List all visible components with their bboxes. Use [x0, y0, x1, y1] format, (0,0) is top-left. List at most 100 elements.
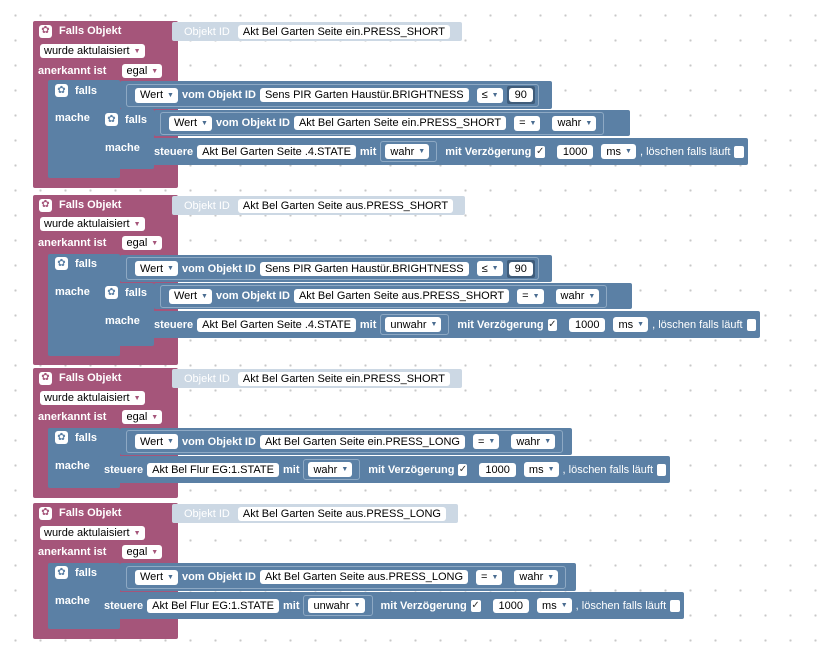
- condition-block[interactable]: Wert ▼ vom Objekt ID Sens PIR Garten Haus…: [120, 81, 552, 109]
- gear-icon[interactable]: ✿: [39, 506, 52, 520]
- gear-icon[interactable]: ✿: [39, 371, 52, 385]
- unit-dropdown[interactable]: ms ▼: [537, 598, 572, 613]
- trigger-dropdown[interactable]: wurde aktulaisiert ▼: [40, 44, 145, 58]
- clear-checkbox[interactable]: [670, 599, 680, 612]
- gear-icon[interactable]: ✿: [39, 198, 52, 212]
- ack-dropdown[interactable]: egal ▼: [122, 545, 163, 559]
- gear-icon[interactable]: ✿: [55, 84, 68, 97]
- object-id-value[interactable]: Akt Bel Garten Seite .4.STATE: [197, 317, 356, 332]
- number-block[interactable]: 90: [506, 259, 535, 278]
- bool-block[interactable]: wahr ▼: [380, 141, 438, 162]
- object-id-block[interactable]: Objekt ID Akt Bel Garten Seite aus.PRESS…: [172, 196, 465, 215]
- unit-dropdown[interactable]: ms ▼: [613, 317, 649, 332]
- trigger-dropdown[interactable]: wurde aktulaisiert ▼: [40, 391, 145, 405]
- bool-block[interactable]: unwahr ▼: [380, 314, 450, 335]
- number-value[interactable]: 90: [508, 261, 533, 276]
- compare-block[interactable]: Wert ▼ vom Objekt ID Akt Bel Garten Seite…: [126, 565, 567, 589]
- value-dropdown[interactable]: Wert ▼: [169, 115, 212, 131]
- object-id-value[interactable]: Akt Bel Garten Seite ein.PRESS_SHORT: [237, 24, 451, 39]
- control-block[interactable]: steuere Akt Bel Flur EG:1.STATE mit unwa…: [98, 592, 684, 619]
- if-label-row: ✿ falls: [55, 565, 97, 580]
- delay-input[interactable]: 1000: [556, 144, 594, 159]
- compare-block[interactable]: Wert ▼ vom Objekt ID Sens PIR Garten Haus…: [126, 257, 539, 280]
- gear-icon[interactable]: ✿: [105, 113, 118, 126]
- value-dropdown[interactable]: Wert ▼: [169, 288, 212, 304]
- compare-block[interactable]: Wert ▼ vom Objekt ID Akt Bel Garten Seite…: [160, 111, 605, 135]
- compare-block[interactable]: Wert ▼ vom Objekt ID Sens PIR Garten Haus…: [126, 83, 539, 107]
- delay-input[interactable]: 1000: [479, 462, 516, 477]
- ack-dropdown[interactable]: egal ▼: [122, 64, 163, 78]
- delay-input[interactable]: 1000: [569, 317, 606, 332]
- object-id-value[interactable]: Sens PIR Garten Haustür.BRIGHTNESS: [259, 261, 469, 276]
- trigger-dropdown[interactable]: wurde aktulaisiert ▼: [40, 526, 145, 540]
- object-id-block[interactable]: Objekt ID Akt Bel Garten Seite aus.PRESS…: [172, 504, 458, 523]
- bool-block[interactable]: wahr ▼: [303, 459, 361, 480]
- delay-checkbox[interactable]: ✓: [535, 145, 545, 158]
- ack-dropdown[interactable]: egal ▼: [122, 236, 163, 250]
- number-value[interactable]: 90: [508, 88, 533, 102]
- operator-dropdown[interactable]: = ▼: [517, 288, 544, 304]
- clear-checkbox[interactable]: [734, 145, 744, 158]
- object-id-value[interactable]: Akt Bel Garten Seite ein.PRESS_LONG: [259, 434, 465, 449]
- value-dropdown[interactable]: Wert ▼: [135, 569, 178, 585]
- gear-icon[interactable]: ✿: [55, 431, 68, 444]
- delay-input[interactable]: 1000: [492, 598, 530, 613]
- unit-dropdown[interactable]: ms ▼: [523, 462, 559, 477]
- bool-dropdown[interactable]: wahr ▼: [514, 569, 559, 585]
- bool-block[interactable]: unwahr ▼: [303, 595, 373, 616]
- chevron-down-icon: ▼: [491, 91, 499, 99]
- object-id-value[interactable]: Akt Bel Garten Seite ein.PRESS_SHORT: [237, 371, 451, 386]
- control-block[interactable]: steuere Akt Bel Garten Seite .4.STATE mi…: [148, 311, 760, 338]
- condition-block[interactable]: Wert ▼ vom Objekt ID Akt Bel Garten Seite…: [120, 428, 572, 455]
- bool-dropdown[interactable]: wahr ▼: [511, 434, 556, 449]
- compare-block[interactable]: Wert ▼ vom Objekt ID Akt Bel Garten Seite…: [160, 284, 608, 308]
- condition-block[interactable]: Wert ▼ vom Objekt ID Akt Bel Garten Seite…: [154, 283, 632, 309]
- object-id-value[interactable]: Akt Bel Garten Seite aus.PRESS_LONG: [237, 506, 446, 521]
- operator-dropdown[interactable]: = ▼: [514, 115, 541, 131]
- object-id-block[interactable]: Objekt ID Akt Bel Garten Seite ein.PRESS…: [172, 369, 462, 388]
- value-dropdown[interactable]: Wert ▼: [135, 434, 178, 449]
- gear-icon[interactable]: ✿: [55, 257, 68, 270]
- value-dropdown[interactable]: Wert ▼: [135, 87, 178, 103]
- object-id-block[interactable]: Objekt ID Akt Bel Garten Seite ein.PRESS…: [172, 22, 462, 41]
- operator-dropdown[interactable]: ≤ ▼: [476, 87, 503, 103]
- bool-dropdown[interactable]: wahr ▼: [555, 288, 600, 304]
- compare-block[interactable]: Wert ▼ vom Objekt ID Akt Bel Garten Seite…: [126, 430, 564, 453]
- value-dropdown[interactable]: Wert ▼: [135, 261, 178, 276]
- object-id-value[interactable]: Akt Bel Garten Seite ein.PRESS_SHORT: [293, 116, 507, 130]
- condition-block[interactable]: Wert ▼ vom Objekt ID Akt Bel Garten Seite…: [154, 110, 630, 136]
- condition-block[interactable]: Wert ▼ vom Objekt ID Akt Bel Garten Seite…: [120, 563, 576, 591]
- number-block[interactable]: 90: [506, 86, 535, 104]
- control-block[interactable]: steuere Akt Bel Garten Seite .4.STATE mi…: [148, 138, 748, 165]
- object-id-value[interactable]: Akt Bel Garten Seite .4.STATE: [197, 144, 356, 159]
- operator-dropdown[interactable]: ≤ ▼: [476, 261, 503, 276]
- ack-dropdown[interactable]: egal ▼: [122, 410, 163, 424]
- operator-dropdown[interactable]: = ▼: [472, 434, 500, 449]
- control-block[interactable]: steuere Akt Bel Flur EG:1.STATE mit wahr…: [98, 456, 670, 483]
- bool-dropdown[interactable]: wahr ▼: [385, 144, 430, 159]
- object-id-value[interactable]: Akt Bel Garten Seite aus.PRESS_SHORT: [293, 289, 510, 303]
- delay-checkbox[interactable]: ✓: [458, 463, 468, 476]
- trigger-dropdown[interactable]: wurde aktulaisiert ▼: [40, 217, 145, 231]
- bool-dropdown[interactable]: unwahr ▼: [308, 598, 365, 613]
- object-id-value[interactable]: Akt Bel Flur EG:1.STATE: [147, 598, 279, 613]
- object-id-value[interactable]: Akt Bel Flur EG:1.STATE: [147, 462, 279, 477]
- object-id-value[interactable]: Akt Bel Garten Seite aus.PRESS_SHORT: [237, 198, 454, 213]
- unit-dropdown[interactable]: ms ▼: [601, 144, 636, 159]
- if-label-row: ✿ falls: [105, 112, 147, 127]
- bool-dropdown[interactable]: wahr ▼: [552, 115, 597, 131]
- operator-dropdown[interactable]: = ▼: [476, 569, 503, 585]
- delay-checkbox[interactable]: ✓: [547, 318, 557, 331]
- object-id-value[interactable]: Sens PIR Garten Haustür.BRIGHTNESS: [259, 88, 469, 102]
- object-id-value[interactable]: Akt Bel Garten Seite aus.PRESS_LONG: [259, 570, 469, 584]
- gear-icon[interactable]: ✿: [105, 286, 118, 299]
- gear-icon[interactable]: ✿: [39, 24, 52, 38]
- condition-block[interactable]: Wert ▼ vom Objekt ID Sens PIR Garten Haus…: [120, 255, 552, 282]
- delay-checkbox[interactable]: ✓: [470, 599, 481, 612]
- bool-dropdown[interactable]: wahr ▼: [308, 462, 353, 477]
- clear-checkbox[interactable]: [746, 318, 756, 331]
- bool-dropdown[interactable]: unwahr ▼: [385, 317, 442, 332]
- gear-icon[interactable]: ✿: [55, 566, 68, 579]
- clear-checkbox[interactable]: [657, 463, 666, 476]
